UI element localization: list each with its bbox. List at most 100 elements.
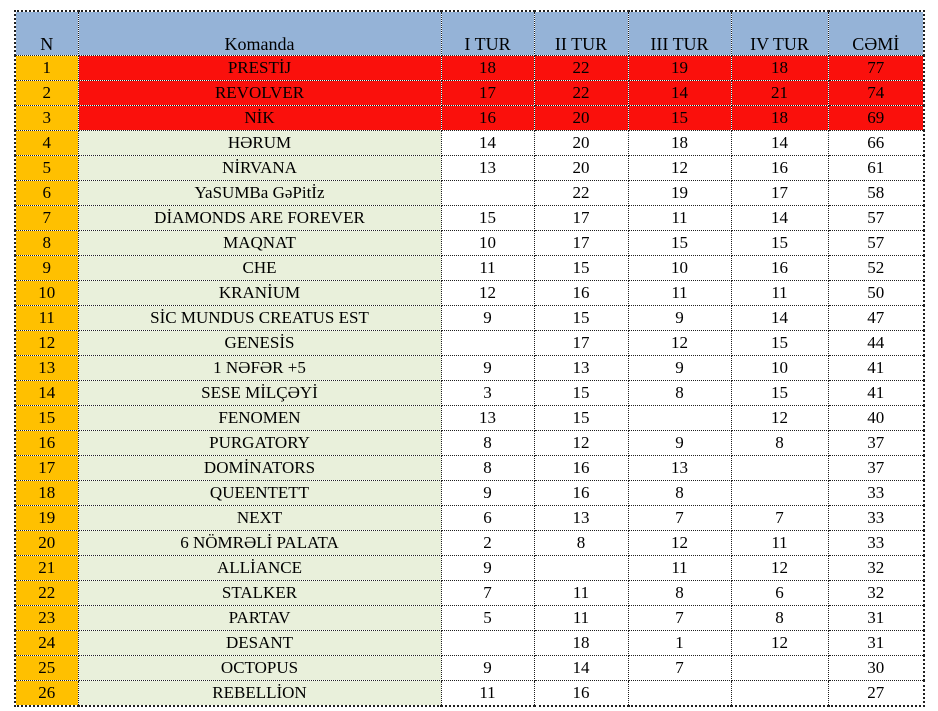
rank-cell: 25 bbox=[14, 655, 79, 681]
score-tur3-cell: 14 bbox=[627, 80, 732, 106]
table-row: 21 ALLİANCE 9 11 12 32 bbox=[14, 555, 925, 581]
score-tur2-cell: 20 bbox=[533, 105, 629, 131]
score-tur2-cell: 15 bbox=[533, 305, 629, 331]
score-tur4-cell: 16 bbox=[730, 255, 829, 281]
total-cell: 27 bbox=[827, 680, 925, 707]
team-cell: NİRVANA bbox=[77, 155, 442, 181]
score-tur2-cell: 13 bbox=[533, 355, 629, 381]
score-tur4-cell: 12 bbox=[730, 405, 829, 431]
score-tur3-cell: 8 bbox=[627, 480, 732, 506]
score-tur3-cell: 19 bbox=[627, 180, 732, 206]
score-tur1-cell: 8 bbox=[440, 430, 535, 456]
table-row: 18 QUEENTETT 9 16 8 33 bbox=[14, 480, 925, 506]
team-cell: PURGATORY bbox=[77, 430, 442, 456]
score-tur1-cell: 11 bbox=[440, 680, 535, 707]
rank-cell: 24 bbox=[14, 630, 79, 656]
rank-cell: 8 bbox=[14, 230, 79, 256]
rank-cell: 18 bbox=[14, 480, 79, 506]
total-cell: 77 bbox=[827, 55, 925, 81]
score-tur3-cell: 18 bbox=[627, 130, 732, 156]
rank-cell: 17 bbox=[14, 455, 79, 481]
score-tur4-cell: 17 bbox=[730, 180, 829, 206]
score-tur1-cell: 17 bbox=[440, 80, 535, 106]
team-cell: 6 NÖMRƏLİ PALATA bbox=[77, 530, 442, 556]
score-tur3-cell: 1 bbox=[627, 630, 732, 656]
score-tur3-cell: 8 bbox=[627, 380, 732, 406]
col-header-tur1: I TUR bbox=[440, 10, 535, 56]
score-tur1-cell: 2 bbox=[440, 530, 535, 556]
score-tur4-cell: 14 bbox=[730, 205, 829, 231]
rank-cell: 5 bbox=[14, 155, 79, 181]
score-tur4-cell: 11 bbox=[730, 280, 829, 306]
total-cell: 31 bbox=[827, 605, 925, 631]
score-tur3-cell: 15 bbox=[627, 105, 732, 131]
score-tur2-cell: 20 bbox=[533, 130, 629, 156]
table-row: 6 YaSUMBa GəPitİz 22 19 17 58 bbox=[14, 180, 925, 206]
team-cell: GENESİS bbox=[77, 330, 442, 356]
rank-cell: 3 bbox=[14, 105, 79, 131]
table-row: 11 SİC MUNDUS CREATUS EST 9 15 9 14 47 bbox=[14, 305, 925, 331]
score-tur2-cell: 16 bbox=[533, 455, 629, 481]
score-tur2-cell: 11 bbox=[533, 580, 629, 606]
total-cell: 37 bbox=[827, 430, 925, 456]
score-tur4-cell bbox=[730, 480, 829, 506]
score-tur1-cell: 8 bbox=[440, 455, 535, 481]
col-header-rank: N bbox=[14, 10, 79, 56]
rank-cell: 14 bbox=[14, 380, 79, 406]
rank-cell: 26 bbox=[14, 680, 79, 707]
score-tur4-cell: 15 bbox=[730, 230, 829, 256]
score-tur2-cell: 17 bbox=[533, 330, 629, 356]
team-cell: NİK bbox=[77, 105, 442, 131]
table-row: 10 KRANİUM 12 16 11 11 50 bbox=[14, 280, 925, 306]
team-cell: SESE MİLÇƏYİ bbox=[77, 380, 442, 406]
score-tur3-cell: 8 bbox=[627, 580, 732, 606]
score-tur1-cell: 7 bbox=[440, 580, 535, 606]
score-tur1-cell: 11 bbox=[440, 255, 535, 281]
table-row: 8 MAQNAT 10 17 15 15 57 bbox=[14, 230, 925, 256]
total-cell: 66 bbox=[827, 130, 925, 156]
score-tur1-cell: 15 bbox=[440, 205, 535, 231]
table-row: 12 GENESİS 17 12 15 44 bbox=[14, 330, 925, 356]
score-tur2-cell: 15 bbox=[533, 380, 629, 406]
score-tur2-cell: 15 bbox=[533, 405, 629, 431]
total-cell: 33 bbox=[827, 505, 925, 531]
rank-cell: 13 bbox=[14, 355, 79, 381]
score-tur2-cell: 12 bbox=[533, 430, 629, 456]
score-tur2-cell: 14 bbox=[533, 655, 629, 681]
score-tur4-cell bbox=[730, 655, 829, 681]
rank-cell: 4 bbox=[14, 130, 79, 156]
table-row: 26 REBELLİON 11 16 27 bbox=[14, 680, 925, 707]
score-tur4-cell: 15 bbox=[730, 330, 829, 356]
col-header-tur4: IV TUR bbox=[730, 10, 829, 56]
rank-cell: 15 bbox=[14, 405, 79, 431]
rank-cell: 22 bbox=[14, 580, 79, 606]
score-tur3-cell: 7 bbox=[627, 505, 732, 531]
col-header-tur2: II TUR bbox=[533, 10, 629, 56]
table-row: 17 DOMİNATORS 8 16 13 37 bbox=[14, 455, 925, 481]
table-row: 24 DESANT 18 1 12 31 bbox=[14, 630, 925, 656]
team-cell: PARTAV bbox=[77, 605, 442, 631]
table-row: 20 6 NÖMRƏLİ PALATA 2 8 12 11 33 bbox=[14, 530, 925, 556]
team-cell: QUEENTETT bbox=[77, 480, 442, 506]
team-cell: REVOLVER bbox=[77, 80, 442, 106]
team-cell: STALKER bbox=[77, 580, 442, 606]
score-tur2-cell: 8 bbox=[533, 530, 629, 556]
table-row: 22 STALKER 7 11 8 6 32 bbox=[14, 580, 925, 606]
table-row: 19 NEXT 6 13 7 7 33 bbox=[14, 505, 925, 531]
table-row: 9 CHE 11 15 10 16 52 bbox=[14, 255, 925, 281]
table-row: 2 REVOLVER 17 22 14 21 74 bbox=[14, 80, 925, 106]
team-cell: 1 NƏFƏR +5 bbox=[77, 355, 442, 381]
total-cell: 58 bbox=[827, 180, 925, 206]
total-cell: 69 bbox=[827, 105, 925, 131]
total-cell: 52 bbox=[827, 255, 925, 281]
col-header-tur3: III TUR bbox=[627, 10, 732, 56]
score-tur1-cell: 5 bbox=[440, 605, 535, 631]
total-cell: 32 bbox=[827, 555, 925, 581]
total-cell: 61 bbox=[827, 155, 925, 181]
score-tur4-cell: 11 bbox=[730, 530, 829, 556]
score-tur4-cell bbox=[730, 680, 829, 707]
score-tur3-cell: 12 bbox=[627, 530, 732, 556]
total-cell: 33 bbox=[827, 480, 925, 506]
score-tur3-cell: 15 bbox=[627, 230, 732, 256]
